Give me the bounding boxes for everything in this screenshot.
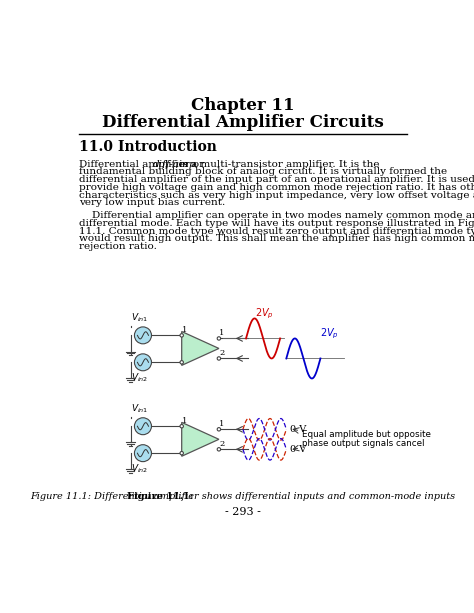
Circle shape	[180, 333, 183, 337]
Text: 2: 2	[219, 440, 225, 448]
Text: 2: 2	[219, 349, 225, 357]
Circle shape	[217, 357, 220, 360]
Text: 11.0 Introduction: 11.0 Introduction	[79, 140, 217, 154]
Text: $2V_p$: $2V_p$	[255, 306, 274, 321]
Text: Differential amplifier can operate in two modes namely common mode and: Differential amplifier can operate in tw…	[79, 211, 474, 221]
Circle shape	[135, 354, 152, 371]
Text: Equal amplitude but opposite: Equal amplitude but opposite	[302, 430, 431, 440]
Text: 1: 1	[219, 329, 225, 337]
Text: Differential amplifier or: Differential amplifier or	[79, 160, 207, 169]
Circle shape	[217, 447, 220, 451]
Text: characteristics such as very high input impedance, very low offset voltage and: characteristics such as very high input …	[79, 191, 474, 200]
Text: differential amplifier of the input part of an operational amplifier. It is used: differential amplifier of the input part…	[79, 175, 474, 184]
Circle shape	[217, 337, 220, 340]
Text: $V_{in2}$: $V_{in2}$	[130, 371, 148, 384]
Text: 2: 2	[182, 444, 187, 452]
Circle shape	[135, 444, 152, 462]
Text: $V_{in1}$: $V_{in1}$	[130, 402, 148, 415]
Circle shape	[217, 428, 220, 431]
Text: provide high voltage gain and high common mode rejection ratio. It has other: provide high voltage gain and high commo…	[79, 183, 474, 192]
Text: phase output signals cancel: phase output signals cancel	[302, 440, 424, 448]
Text: 1: 1	[182, 417, 188, 425]
Text: 11.1. Common mode type would result zero output and differential mode type: 11.1. Common mode type would result zero…	[79, 227, 474, 236]
Circle shape	[180, 425, 183, 428]
Text: Figure 11.1: Differential amplifier shows differential inputs and common-mode in: Figure 11.1: Differential amplifier show…	[30, 492, 456, 501]
Text: Differential Amplifier Circuits: Differential Amplifier Circuits	[102, 115, 384, 131]
Text: fundamental building block of analog circuit. It is virtually formed the: fundamental building block of analog cir…	[79, 167, 447, 177]
Text: 0 V: 0 V	[290, 425, 307, 434]
Text: diff-amp: diff-amp	[153, 160, 196, 169]
Text: 1: 1	[219, 420, 225, 428]
Text: very low input bias current.: very low input bias current.	[79, 198, 225, 207]
Text: 0 V: 0 V	[290, 445, 307, 454]
Text: is a multi-transistor amplifier. It is the: is a multi-transistor amplifier. It is t…	[175, 160, 379, 169]
Text: - 293 -: - 293 -	[225, 508, 261, 517]
Text: differential mode. Each type will have its output response illustrated in Fig.: differential mode. Each type will have i…	[79, 219, 474, 228]
Text: $2V_p$: $2V_p$	[320, 327, 339, 341]
Circle shape	[135, 327, 152, 344]
Text: $V_{in2}$: $V_{in2}$	[130, 462, 148, 475]
Text: $V_{in1}$: $V_{in1}$	[130, 311, 148, 324]
Text: Chapter 11: Chapter 11	[191, 97, 295, 115]
Text: would result high output. This shall mean the amplifier has high common mode: would result high output. This shall mea…	[79, 235, 474, 243]
Text: 2: 2	[182, 353, 187, 361]
Polygon shape	[182, 332, 219, 365]
Text: Figure 11.1:: Figure 11.1:	[127, 492, 193, 501]
Text: rejection ratio.: rejection ratio.	[79, 242, 156, 251]
Circle shape	[180, 452, 183, 455]
Circle shape	[180, 360, 183, 364]
Circle shape	[135, 417, 152, 435]
Polygon shape	[182, 422, 219, 456]
Text: 1: 1	[182, 326, 188, 334]
